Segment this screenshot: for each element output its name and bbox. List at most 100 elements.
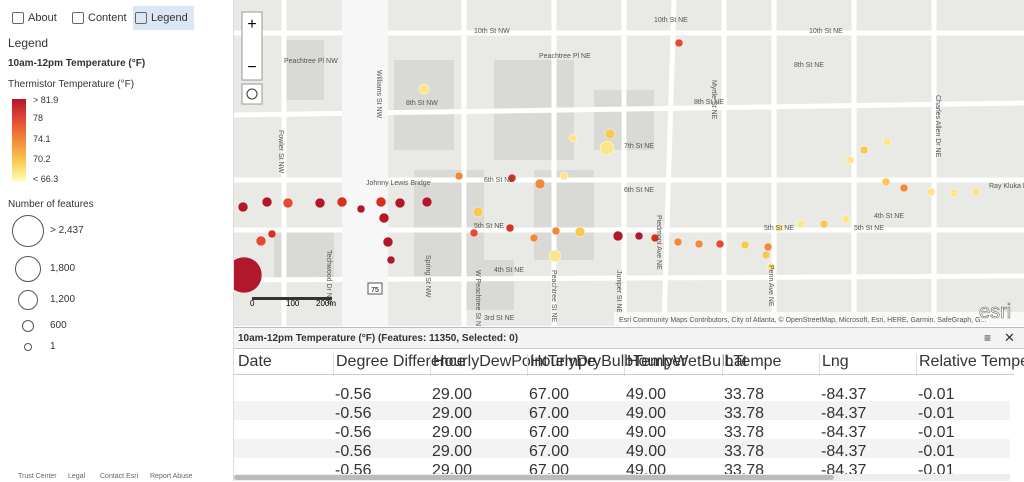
- point: [314, 197, 326, 209]
- cell: 67.00: [529, 424, 570, 441]
- column-header: HourlyDewPointTempe: [430, 354, 596, 376]
- cell: 49.00: [626, 386, 667, 403]
- point: [763, 242, 773, 252]
- cell: -0.56: [335, 386, 372, 403]
- street-label: Charles Allen Dr NE: [934, 95, 941, 158]
- locate[interactable]: [241, 83, 263, 105]
- point: [382, 236, 394, 248]
- point: [971, 187, 981, 197]
- street-label: Myrtle St NE: [710, 80, 717, 120]
- street-label: 10th St NE: [809, 28, 843, 35]
- locate-icon: [246, 88, 258, 100]
- point: [234, 256, 263, 294]
- street-label: Peachtree Pl NE: [539, 53, 591, 60]
- street-label: 8th St NE: [694, 99, 724, 106]
- color-label: 74.1: [33, 134, 51, 144]
- street-label: Piedmont Ave NE: [655, 215, 662, 270]
- size-label: 1,800: [50, 263, 76, 274]
- size-circle: [22, 320, 34, 332]
- street-label: Peachtree Pl NW: [284, 58, 338, 65]
- column-header: HourlyWetBulbTempe: [624, 354, 781, 376]
- tab[interactable]: About: [10, 6, 57, 30]
- table-title: 10am-12pm Temperature (°F) (Features: 11…: [238, 333, 519, 344]
- scale-label: 200m: [316, 299, 336, 308]
- cell: 29.00: [432, 424, 473, 441]
- tab[interactable]: Legend: [133, 6, 194, 30]
- zoom-controls[interactable]: [241, 11, 263, 81]
- color-ramp: [12, 99, 26, 181]
- street-label: 8th St NE: [794, 62, 824, 69]
- street-label: 5th St NE: [474, 223, 504, 230]
- size-label: 1,200: [50, 294, 76, 305]
- column-header: Degree Difference: [333, 354, 466, 376]
- row-bg: [234, 382, 1010, 401]
- point: [378, 212, 390, 224]
- point: [650, 233, 660, 243]
- cell: 29.00: [432, 443, 473, 460]
- point: [949, 188, 959, 198]
- cell: -84.37: [821, 443, 867, 460]
- street-label: Johnny Lewis Bridge: [366, 180, 431, 187]
- cell: 33.78: [724, 386, 765, 403]
- size-circle: [18, 290, 38, 310]
- cell: -0.56: [335, 405, 372, 422]
- footer-link[interactable]: Legal: [68, 473, 86, 480]
- scroll-thumb[interactable]: [234, 475, 834, 480]
- point: [740, 240, 750, 250]
- map: 10th St NE 10th St NW 10th St NE Peachtree …: [234, 0, 1024, 326]
- tab[interactable]: Content: [70, 6, 127, 30]
- point: [845, 155, 855, 165]
- cell: -0.01: [918, 386, 955, 403]
- size-label: 1: [50, 341, 56, 352]
- point: [375, 196, 387, 208]
- size-circle: [24, 343, 32, 351]
- menu-button[interactable]: ≡: [984, 331, 992, 345]
- color-label: < 66.3: [33, 174, 59, 184]
- point: [674, 38, 684, 48]
- header-divider: [234, 374, 1014, 375]
- street-label: 4th St NE: [874, 213, 904, 220]
- color-label: 78: [33, 113, 44, 123]
- zoom-out[interactable]: −: [247, 59, 256, 76]
- point: [472, 206, 484, 218]
- footer-link[interactable]: Trust Center: [18, 473, 57, 480]
- point: [841, 214, 851, 224]
- cell: 67.00: [529, 443, 570, 460]
- cell: 33.78: [724, 443, 765, 460]
- point: [559, 171, 569, 181]
- point: [604, 128, 616, 140]
- size-label: > 2,437: [50, 225, 84, 236]
- column-header: Relative Temperature: [916, 354, 1024, 376]
- street-label: Penn Ave NE: [767, 265, 774, 307]
- size-circle: [15, 256, 41, 282]
- point: [673, 237, 683, 247]
- point: [356, 204, 366, 214]
- street-label: 8th St NW: [406, 100, 438, 107]
- street-label: Juniper St NE: [615, 270, 622, 314]
- row-bg: [234, 420, 1010, 439]
- footer-link[interactable]: Report Abuse: [150, 473, 193, 480]
- street-labels: 10th St NE 10th St NW 10th St NE Peachtree …: [277, 17, 1024, 326]
- zoom-in[interactable]: +: [247, 16, 256, 33]
- cell: 49.00: [626, 405, 667, 422]
- close-button[interactable]: ✕: [1004, 330, 1015, 345]
- street-label: 7th St NE: [624, 143, 654, 150]
- attribution-bg: [614, 312, 1024, 326]
- cell: -0.56: [335, 443, 372, 460]
- scale-label: 100: [286, 299, 300, 308]
- attribute-table: 10am-12pm Temperature (°F) (Features: 11…: [234, 327, 1024, 482]
- cell: -0.01: [918, 443, 955, 460]
- cell: -0.01: [918, 424, 955, 441]
- cell: 33.78: [724, 405, 765, 422]
- point: [421, 196, 433, 208]
- point: [261, 196, 273, 208]
- point: [529, 233, 539, 243]
- point: [599, 140, 615, 156]
- interstate: [342, 0, 388, 326]
- point: [507, 173, 517, 183]
- footer-link[interactable]: Contact Esri: [100, 473, 139, 480]
- field-name: Thermistor Temperature (°F): [8, 79, 135, 90]
- side-panel: About Content Legend Legend 10am-12pm Temp…: [0, 0, 234, 481]
- point: [505, 223, 515, 233]
